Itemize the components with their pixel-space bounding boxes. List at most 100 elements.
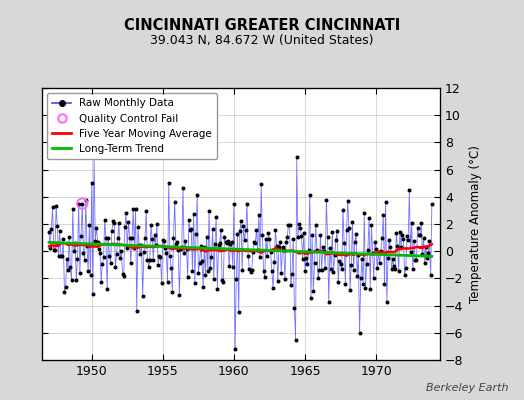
Legend: Raw Monthly Data, Quality Control Fail, Five Year Moving Average, Long-Term Tren: Raw Monthly Data, Quality Control Fail, … — [47, 93, 217, 159]
Point — [363, 261, 371, 267]
Point — [168, 289, 177, 295]
Point — [95, 246, 103, 252]
Point — [377, 248, 385, 254]
Point — [222, 239, 230, 245]
Point — [223, 240, 231, 246]
Point — [105, 252, 114, 259]
Point — [198, 258, 206, 264]
Point — [183, 274, 192, 280]
Point — [110, 220, 118, 227]
Point — [371, 239, 379, 246]
Point — [217, 227, 225, 233]
Point — [423, 255, 431, 262]
Point — [179, 185, 187, 191]
Point — [45, 229, 53, 236]
Point — [294, 234, 302, 241]
Point — [272, 242, 281, 249]
Point — [239, 223, 248, 230]
Point — [329, 269, 337, 275]
Point — [123, 245, 132, 252]
Point — [345, 224, 353, 231]
Point — [73, 255, 82, 262]
Point — [50, 247, 58, 254]
Point — [145, 264, 153, 270]
Point — [146, 256, 154, 263]
Point — [96, 250, 104, 256]
Point — [47, 226, 56, 232]
Point — [78, 200, 86, 207]
Point — [177, 246, 185, 252]
Point — [157, 280, 166, 287]
Point — [385, 236, 394, 243]
Point — [316, 232, 325, 239]
Point — [142, 208, 150, 214]
Point — [413, 225, 422, 231]
Point — [184, 217, 193, 224]
Point — [78, 200, 86, 207]
Point — [213, 285, 222, 292]
Point — [409, 266, 417, 272]
Point — [249, 249, 257, 255]
Point — [119, 273, 128, 279]
Point — [84, 268, 92, 275]
Point — [195, 259, 204, 266]
Point — [372, 246, 380, 252]
Point — [296, 225, 304, 231]
Point — [114, 235, 122, 242]
Point — [187, 226, 195, 232]
Point — [68, 276, 76, 283]
Point — [226, 241, 235, 247]
Point — [128, 235, 136, 241]
Point — [80, 257, 89, 263]
Point — [65, 234, 73, 240]
Point — [383, 298, 391, 305]
Point — [367, 222, 376, 228]
Point — [319, 244, 327, 250]
Point — [91, 238, 100, 244]
Point — [373, 265, 381, 272]
Point — [201, 272, 210, 278]
Point — [190, 211, 198, 217]
Point — [182, 246, 191, 252]
Point — [245, 265, 254, 272]
Point — [211, 240, 219, 247]
Y-axis label: Temperature Anomaly (°C): Temperature Anomaly (°C) — [469, 145, 482, 303]
Point — [283, 234, 291, 241]
Point — [125, 235, 134, 241]
Point — [424, 250, 432, 256]
Point — [339, 206, 347, 213]
Point — [340, 240, 348, 246]
Text: Berkeley Earth: Berkeley Earth — [426, 383, 508, 393]
Point — [331, 252, 339, 258]
Point — [276, 238, 285, 245]
Point — [181, 238, 190, 244]
Point — [412, 257, 421, 263]
Point — [74, 200, 83, 207]
Point — [264, 230, 272, 236]
Point — [267, 249, 275, 256]
Point — [79, 249, 88, 256]
Point — [136, 251, 145, 258]
Point — [389, 256, 397, 262]
Point — [304, 246, 313, 253]
Point — [295, 220, 303, 227]
Point — [421, 260, 429, 266]
Point — [180, 250, 188, 256]
Point — [241, 237, 249, 243]
Point — [396, 229, 404, 236]
Point — [48, 204, 57, 210]
Point — [353, 273, 362, 279]
Point — [215, 240, 224, 246]
Point — [411, 256, 420, 263]
Point — [259, 268, 268, 275]
Point — [63, 256, 71, 262]
Point — [103, 286, 111, 292]
Point — [341, 280, 350, 287]
Point — [322, 196, 331, 203]
Point — [58, 253, 66, 259]
Point — [258, 232, 267, 238]
Point — [124, 219, 133, 225]
Point — [200, 244, 209, 250]
Point — [219, 278, 227, 285]
Point — [274, 278, 282, 284]
